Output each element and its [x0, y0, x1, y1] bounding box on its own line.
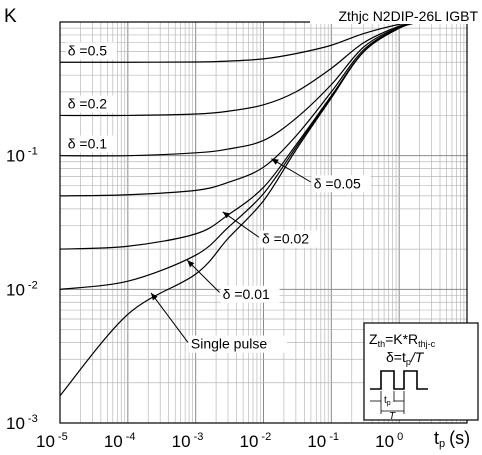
curve-label: δ =0.02	[262, 231, 309, 247]
series-line-2	[59, 21, 420, 157]
x-axis-label: tp (s)	[434, 428, 470, 450]
curve-label: δ =0.2	[68, 96, 108, 112]
curve-label-leader	[222, 211, 260, 238]
series-line-6	[59, 21, 420, 397]
series-line-1	[59, 21, 420, 117]
x-tick-labels: 10 -5 10 -4 10 -3 10 -2 10 -1 10 0	[36, 431, 403, 451]
y-tick-label: 10 -1	[6, 146, 38, 166]
curve-label-bg	[65, 95, 117, 113]
curve-label-arrowhead	[187, 260, 195, 268]
inset-formula-zth: Zth=K*Rthj-c	[369, 331, 436, 349]
curve-label-bg	[259, 230, 319, 248]
curve-label-leader	[270, 158, 311, 183]
curve-label-bg	[220, 285, 280, 303]
curve-label-leader	[186, 259, 221, 293]
curve-label-bg	[65, 42, 117, 60]
y-axis-label: K	[4, 6, 17, 27]
x-tick-label: 10 -4	[104, 431, 136, 451]
x-axis-label-main: t	[434, 428, 439, 448]
svg-text:tp(s): tp (s)	[434, 428, 470, 450]
chart-title: Zthjc N2DIP-26L IGBT	[338, 8, 478, 24]
curve-label: Single pulse	[191, 336, 267, 352]
x-tick-label: 10 -5	[36, 431, 68, 451]
x-axis-label-sub: p	[439, 438, 445, 450]
inset-legend-box: Zth=K*Rthj-c δ=tp/T tp T	[363, 322, 479, 422]
x-axis-label-unit: (s)	[449, 428, 470, 448]
plot-frame	[59, 21, 468, 424]
curve-label-leader	[150, 292, 189, 343]
x-tick-label: 10 -1	[307, 431, 339, 451]
curve-label: δ =0.01	[223, 286, 270, 302]
curve-label-bg	[311, 175, 371, 193]
curve-label-bg	[65, 135, 117, 153]
curve-label-arrowhead	[222, 211, 231, 219]
series-line-3	[59, 21, 420, 197]
curve-label-bg	[188, 335, 287, 353]
curve-label-arrowhead	[271, 158, 279, 165]
curve-label-arrowhead	[151, 292, 158, 301]
x-tick-label: 10 -3	[172, 431, 204, 451]
x-tick-label: 10 -2	[240, 431, 272, 451]
chart-title-group: Zthjc N2DIP-26L IGBT	[310, 8, 480, 24]
inset-period-label: T	[389, 411, 396, 422]
inset-formula-delta: δ=tp/T	[386, 349, 425, 367]
x-tick-label: 10 0	[375, 431, 403, 451]
y-tick-labels: 10-1 10-2 10-3	[6, 146, 38, 433]
y-tick-label: 10 -3	[6, 413, 38, 433]
inset-pulse-waveform	[370, 370, 428, 390]
curve-labels: δ =0.5 δ =0.2 δ =0.1 δ =0.05 δ =0.02 δ =0.01 S…	[65, 42, 371, 353]
curve-label: δ =0.1	[68, 136, 108, 152]
series-line-0	[59, 21, 420, 63]
inset-pulse-width-label: tp	[384, 395, 391, 407]
y-tick-label: 10 -2	[6, 279, 38, 299]
curves	[59, 21, 420, 397]
curve-label: δ =0.5	[68, 43, 108, 59]
curve-label: δ =0.05	[314, 175, 361, 191]
